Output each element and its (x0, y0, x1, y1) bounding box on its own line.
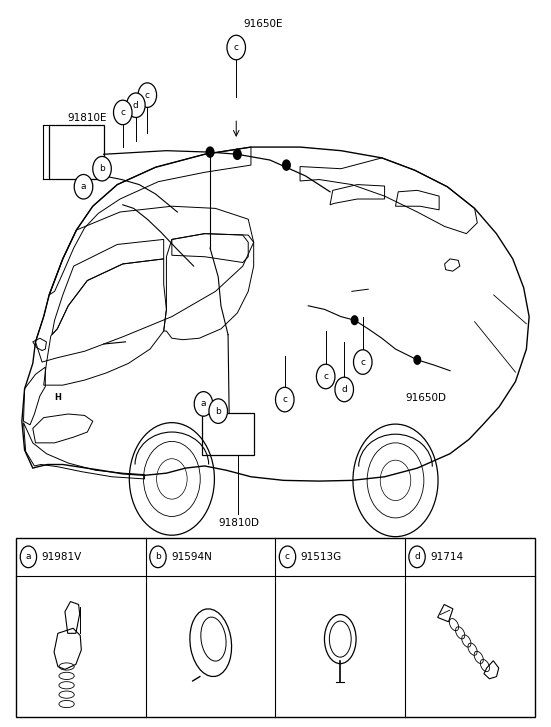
Text: c: c (285, 553, 290, 561)
Text: c: c (234, 43, 239, 52)
Circle shape (234, 149, 241, 159)
Circle shape (279, 546, 296, 568)
Circle shape (150, 546, 166, 568)
Circle shape (414, 356, 420, 364)
Text: c: c (323, 372, 328, 381)
Circle shape (276, 387, 294, 411)
Circle shape (195, 392, 213, 416)
Text: 91810D: 91810D (218, 518, 259, 528)
Text: 91714: 91714 (430, 552, 463, 562)
Text: 91981V: 91981V (41, 552, 82, 562)
Circle shape (354, 350, 372, 374)
Circle shape (206, 147, 214, 157)
Circle shape (20, 546, 36, 568)
Text: d: d (133, 101, 139, 110)
Text: 91594N: 91594N (171, 552, 212, 562)
Circle shape (127, 93, 145, 118)
Text: 91513G: 91513G (301, 552, 342, 562)
Text: 91650E: 91650E (244, 20, 283, 30)
Circle shape (409, 546, 425, 568)
Text: c: c (120, 108, 125, 117)
Circle shape (316, 364, 335, 389)
Circle shape (335, 377, 354, 402)
Text: d: d (342, 385, 347, 394)
Text: a: a (81, 182, 87, 191)
Text: a: a (201, 399, 206, 409)
Text: H: H (54, 393, 61, 402)
Circle shape (209, 399, 228, 423)
Text: b: b (99, 164, 105, 173)
Circle shape (93, 156, 111, 181)
Text: 91810E: 91810E (68, 113, 107, 124)
Circle shape (114, 100, 132, 125)
Text: c: c (282, 395, 287, 404)
Circle shape (283, 160, 290, 170)
Circle shape (138, 83, 156, 108)
Text: 91650D: 91650D (406, 393, 446, 403)
Text: b: b (155, 553, 161, 561)
Text: d: d (414, 553, 420, 561)
Circle shape (74, 174, 93, 199)
Text: c: c (360, 358, 365, 366)
Text: a: a (26, 553, 31, 561)
Text: c: c (145, 91, 150, 100)
Circle shape (352, 316, 358, 324)
Text: b: b (215, 406, 221, 416)
Circle shape (227, 35, 246, 60)
